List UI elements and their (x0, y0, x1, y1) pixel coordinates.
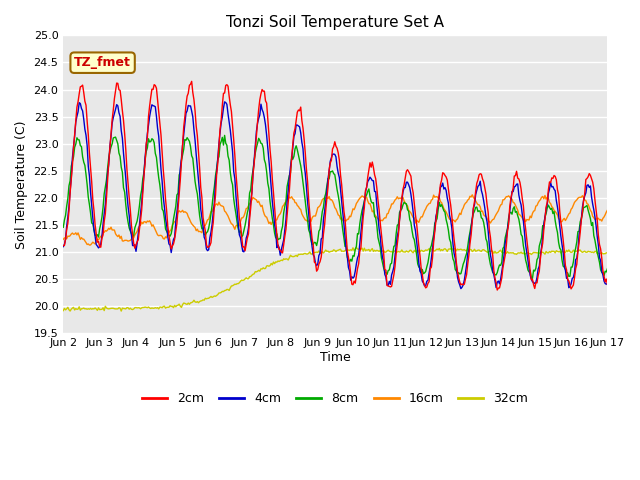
2cm (188, 78, 195, 84)
32cm (353, 244, 360, 250)
16cm (460, 202, 468, 208)
4cm (556, 222, 564, 228)
4cm (391, 253, 399, 259)
2cm (460, 281, 468, 287)
8cm (604, 265, 611, 271)
16cm (290, 197, 298, 203)
2cm (230, 137, 237, 143)
32cm (230, 282, 237, 288)
8cm (290, 154, 298, 159)
4cm (457, 286, 465, 291)
8cm (365, 186, 372, 192)
16cm (556, 216, 564, 222)
16cm (230, 224, 237, 229)
4cm (461, 270, 469, 276)
32cm (60, 308, 67, 313)
Title: Tonzi Soil Temperature Set A: Tonzi Soil Temperature Set A (227, 15, 444, 30)
32cm (604, 250, 611, 256)
16cm (365, 201, 372, 206)
2cm (556, 208, 564, 214)
16cm (391, 197, 399, 203)
Line: 16cm: 16cm (63, 195, 607, 245)
Legend: 2cm, 4cm, 8cm, 16cm, 32cm: 2cm, 4cm, 8cm, 16cm, 32cm (138, 387, 533, 410)
4cm (290, 133, 298, 139)
32cm (556, 249, 564, 254)
Line: 8cm: 8cm (63, 135, 607, 278)
16cm (86, 242, 93, 248)
2cm (604, 281, 611, 287)
32cm (117, 308, 125, 314)
32cm (392, 249, 400, 255)
2cm (391, 264, 399, 269)
4cm (604, 281, 611, 287)
8cm (529, 276, 536, 281)
2cm (365, 167, 372, 173)
4cm (221, 99, 228, 105)
2cm (290, 130, 298, 136)
Line: 32cm: 32cm (63, 247, 607, 311)
4cm (365, 177, 372, 182)
X-axis label: Time: Time (320, 351, 351, 364)
8cm (391, 243, 399, 249)
8cm (556, 245, 564, 251)
8cm (460, 258, 468, 264)
32cm (290, 253, 298, 259)
Line: 4cm: 4cm (63, 102, 607, 288)
32cm (461, 248, 469, 253)
2cm (493, 287, 501, 293)
4cm (60, 244, 67, 250)
4cm (230, 168, 237, 174)
2cm (60, 243, 67, 249)
16cm (468, 192, 476, 198)
8cm (221, 132, 228, 138)
Line: 2cm: 2cm (63, 81, 607, 290)
Y-axis label: Soil Temperature (C): Soil Temperature (C) (15, 120, 28, 249)
16cm (604, 207, 611, 213)
16cm (60, 237, 67, 242)
8cm (60, 224, 67, 230)
32cm (366, 249, 374, 254)
8cm (230, 196, 237, 202)
Text: TZ_fmet: TZ_fmet (74, 56, 131, 69)
